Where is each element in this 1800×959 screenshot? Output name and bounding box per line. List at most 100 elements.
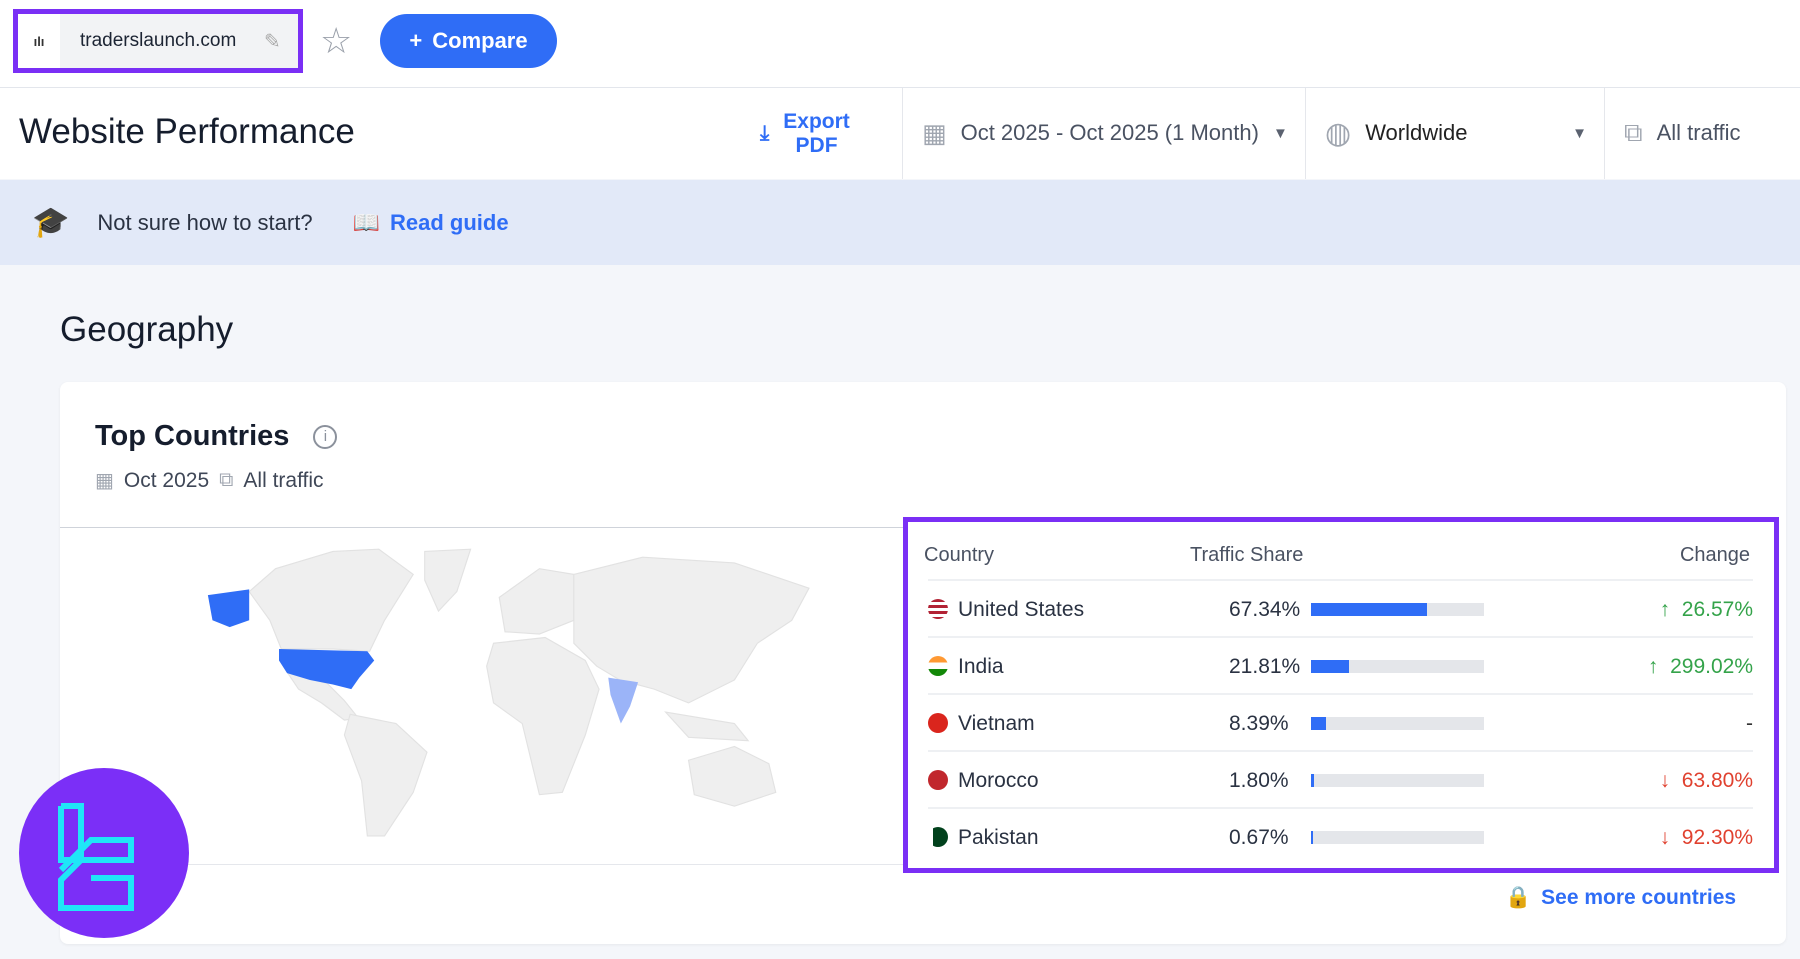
change-value: - (1734, 695, 1753, 752)
change-value: ↓ 63.80% (1660, 752, 1753, 809)
domain-selector[interactable]: ılı traderslaunch.com ✎ (13, 9, 303, 73)
divider (902, 88, 903, 179)
map-canada (248, 548, 414, 652)
table-row[interactable]: Pakistan 0.67% ↓ 92.30% (928, 807, 1753, 864)
map-greenland (424, 548, 472, 613)
book-icon: 📖 (352, 209, 380, 235)
table-row[interactable]: United States 67.34% ↑ 26.57% (928, 579, 1753, 636)
change-value: ↓ 92.30% (1660, 809, 1753, 866)
flag-icon (928, 656, 948, 676)
traffic-share-bar-fill (1311, 603, 1428, 616)
domain-name: traderslaunch.com (80, 30, 237, 51)
flag-icon (928, 713, 948, 733)
country-name[interactable]: Pakistan (958, 825, 1039, 849)
table-row[interactable]: India 21.81% ↑ 299.02% (928, 636, 1753, 693)
table-row[interactable]: Vietnam 8.39% - (928, 693, 1753, 750)
traffic-share-value: 8.39% (1229, 711, 1289, 735)
flag-icon (928, 599, 948, 619)
graduation-cap-icon: 🎓 (32, 206, 70, 239)
divider (60, 864, 905, 865)
change-text: 63.80% (1681, 768, 1753, 792)
change-text: 26.57% (1681, 597, 1753, 621)
export-label: Export (783, 110, 850, 133)
traffic-share-value: 67.34% (1229, 597, 1301, 621)
card-title: Top Countries i (95, 420, 338, 453)
arrow-down-icon: ↓ (1659, 768, 1671, 792)
traffic-share-bar (1311, 717, 1484, 730)
see-more-label: See more countries (1541, 886, 1737, 909)
map-south-america (343, 713, 428, 837)
traffic-share-bar-fill (1311, 831, 1314, 844)
map-europe (498, 568, 575, 635)
help-banner: 🎓 Not sure how to start? 📖 Read guide (0, 180, 1800, 265)
traffic-selector[interactable]: ⧉ All traffic (1624, 100, 1741, 166)
see-more-countries-link[interactable]: 🔒 See more countries (1505, 886, 1736, 910)
traffic-share-bar (1311, 831, 1484, 844)
calendar-icon: ▦ (95, 470, 114, 492)
star-icon[interactable]: ☆ (320, 20, 353, 61)
divider (1604, 88, 1605, 179)
region-selector[interactable]: ◍ Worldwide ▼ (1325, 100, 1587, 166)
map-africa (486, 636, 600, 796)
compare-button[interactable]: + Compare (380, 14, 557, 68)
flag-icon (928, 827, 948, 847)
banner-text: Not sure how to start? (97, 209, 313, 235)
traffic-share-bar (1311, 603, 1484, 616)
section-title: Geography (60, 310, 234, 349)
traderslaunch-logo (19, 768, 189, 938)
traffic-share-value: 0.67% (1229, 825, 1289, 849)
map-usa (279, 648, 375, 690)
flag-icon (928, 770, 948, 790)
traffic-share-bar-fill (1311, 774, 1315, 787)
map-asia (573, 556, 810, 704)
period-label: Oct 2025 (123, 468, 210, 492)
date-range-selector[interactable]: ▦ Oct 2025 - Oct 2025 (1 Month) ▼ (922, 100, 1288, 166)
lock-icon: 🔒 (1505, 886, 1532, 909)
bar-chart-icon: ılı (18, 14, 60, 68)
header (0, 88, 1800, 179)
arrow-down-icon: ↓ (1659, 825, 1671, 849)
info-icon[interactable]: i (313, 424, 338, 449)
export-pdf-button[interactable]: ⤓ Export PDF (760, 110, 850, 158)
devices-icon: ⧉ (1624, 117, 1643, 147)
traffic-share-bar (1311, 660, 1484, 673)
divider (1305, 88, 1306, 179)
traffic-share-value: 1.80% (1229, 768, 1289, 792)
top-countries-table: Country Traffic Share Change United Stat… (903, 517, 1779, 873)
map-se-asia (664, 711, 750, 742)
devices-icon: ⧉ (219, 469, 234, 491)
export-label-pdf: PDF (795, 134, 838, 157)
traffic-share-bar-fill (1311, 717, 1326, 730)
download-icon: ⤓ (760, 122, 770, 145)
arrow-up-icon: ↑ (1659, 597, 1671, 621)
column-header-traffic-share[interactable]: Traffic Share (1190, 544, 1304, 566)
region-label: Worldwide (1365, 120, 1468, 145)
card-subtitle: ▦ Oct 2025 ⧉ All traffic (95, 468, 324, 493)
date-range-label: Oct 2025 - Oct 2025 (1 Month) (960, 120, 1259, 145)
read-guide-link[interactable]: 📖 Read guide (353, 210, 509, 236)
traffic-share-bar (1311, 774, 1484, 787)
compare-label: Compare (432, 28, 528, 53)
map-india (608, 677, 639, 724)
map-australia (687, 745, 777, 807)
map-alaska (207, 589, 250, 628)
column-header-country[interactable]: Country (924, 544, 995, 566)
card-title-text: Top Countries (95, 420, 290, 452)
table-row[interactable]: Morocco 1.80% ↓ 63.80% (928, 750, 1753, 807)
arrow-up-icon: ↑ (1647, 654, 1659, 678)
traffic-share-bar-fill (1311, 660, 1349, 673)
country-name[interactable]: Morocco (958, 768, 1039, 792)
traffic-label: All traffic (243, 468, 324, 492)
globe-icon: ◍ (1325, 116, 1352, 150)
change-text: - (1746, 711, 1753, 735)
country-name[interactable]: United States (958, 597, 1085, 621)
world-map[interactable] (195, 540, 815, 844)
read-guide-label: Read guide (389, 209, 509, 235)
caret-down-icon: ▼ (1572, 124, 1587, 142)
country-name[interactable]: Vietnam (958, 711, 1035, 735)
traffic-label: All traffic (1656, 120, 1741, 145)
country-name[interactable]: India (958, 654, 1004, 678)
pencil-icon[interactable]: ✎ (264, 30, 281, 53)
column-header-change[interactable]: Change (1679, 544, 1750, 566)
calendar-icon: ▦ (922, 117, 947, 148)
